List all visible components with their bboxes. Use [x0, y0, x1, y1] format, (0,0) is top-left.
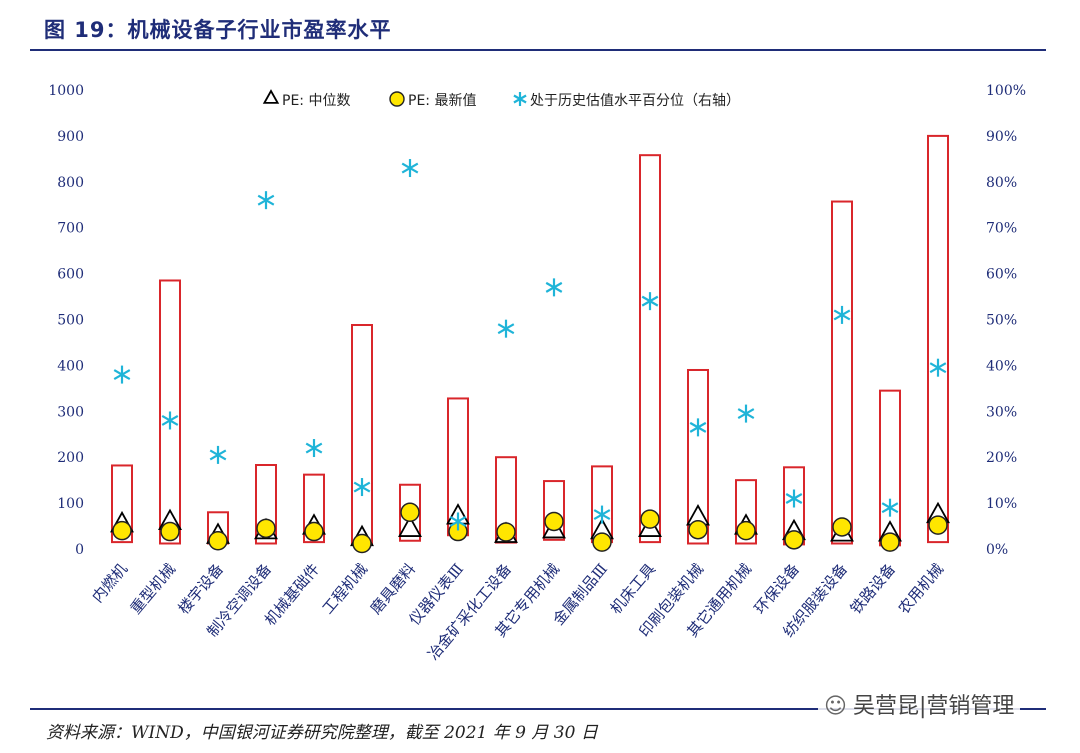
category-label: 重型机械	[127, 560, 179, 618]
percentile-marker	[209, 445, 227, 464]
range-bar	[303, 473, 325, 544]
latest-marker	[544, 511, 564, 532]
category-label: 铁路设备	[847, 560, 899, 618]
latest-marker	[112, 520, 132, 541]
latest-marker	[400, 502, 420, 523]
percentile-marker	[401, 159, 419, 178]
latest-marker	[640, 509, 660, 529]
legend-percentile-marker	[513, 92, 527, 106]
latest-marker	[496, 522, 516, 542]
left-tick-label: 0	[75, 542, 84, 558]
range-bar	[399, 483, 421, 542]
watermark: ☺ 吴营昆|营销管理	[818, 688, 1021, 720]
latest-marker	[160, 521, 180, 542]
left-tick-label: 500	[57, 313, 84, 329]
percentile-marker	[353, 478, 371, 497]
right-tick-label: 70%	[986, 221, 1017, 237]
pe-chart: 0 100 200 300 400 500 600 700 800 900 1000 0% 10% 20…	[48, 83, 1026, 664]
range-bar	[639, 154, 661, 544]
percentile-marker	[497, 319, 515, 338]
percentile-marker	[641, 292, 659, 311]
left-tick-label: 700	[57, 221, 84, 237]
legend: PE: 中位数 PE: 最新值 处于历史估值水平百分位（右轴）	[262, 89, 740, 109]
range-bar	[255, 464, 277, 545]
percentile-marker	[785, 489, 803, 508]
legend-latest-marker	[389, 91, 405, 107]
category-label: 冶金矿采化工设备	[424, 560, 515, 664]
right-tick-label: 90%	[986, 129, 1017, 145]
watermark-text: 吴营昆|营销管理	[852, 694, 1015, 719]
percentile-marker	[929, 358, 947, 377]
range-bar	[159, 279, 181, 545]
right-tick-label: 100%	[986, 83, 1026, 99]
percentile-marker	[881, 498, 899, 517]
range-bar	[543, 480, 565, 541]
range-bar	[687, 368, 709, 545]
left-tick-label: 100	[57, 496, 84, 512]
latest-marker	[208, 530, 228, 551]
range-bar	[111, 464, 133, 544]
left-tick-label: 200	[57, 450, 84, 466]
latest-marker	[304, 521, 324, 542]
right-tick-label: 30%	[986, 404, 1017, 420]
range-bar	[927, 134, 949, 544]
right-tick-label: 60%	[986, 267, 1017, 283]
percentile-marker	[449, 512, 467, 531]
left-tick-label: 1000	[48, 83, 84, 99]
right-tick-label: 80%	[986, 175, 1017, 191]
percentile-marker	[113, 365, 131, 384]
right-tick-label: 10%	[986, 496, 1017, 512]
latest-marker	[880, 532, 900, 552]
category-labels: 内燃机重型机械楼宇设备制冷空调设备机械基础件工程机械磨具磨料仪器仪表Ⅲ冶金矿采化…	[88, 560, 947, 664]
percentile-marker	[689, 418, 707, 437]
percentile-marker	[545, 278, 563, 297]
right-tick-label: 0%	[986, 542, 1008, 558]
right-axis-ticks: 0% 10% 20% 30% 40% 50% 60% 70% 80% 90% 100%	[986, 83, 1026, 558]
figure-title: 图 19：机械设备子行业市盈率水平	[44, 18, 392, 42]
category-label: 内燃机	[88, 560, 131, 606]
range-bars	[111, 134, 949, 547]
latest-marker	[592, 532, 612, 552]
median-marker	[398, 515, 422, 537]
latest-marker	[928, 515, 948, 535]
title-rule	[30, 49, 1046, 51]
percentile-marker	[737, 404, 755, 423]
legend-median-label: PE: 中位数	[282, 93, 350, 109]
wechat-icon: ☺	[824, 694, 847, 719]
percentile-marker	[593, 505, 611, 524]
range-bar	[831, 200, 853, 545]
left-tick-label: 400	[57, 358, 84, 374]
footer-rule	[30, 708, 1046, 710]
left-tick-label: 600	[57, 267, 84, 283]
legend-median-marker	[262, 89, 280, 104]
percentile-marker	[257, 191, 275, 210]
right-tick-label: 20%	[986, 450, 1017, 466]
left-tick-label: 900	[57, 129, 84, 145]
data-markers	[110, 159, 950, 554]
percentile-marker	[161, 411, 179, 430]
right-tick-label: 40%	[986, 358, 1017, 374]
legend-percentile-label: 处于历史估值水平百分位（右轴）	[530, 93, 740, 109]
left-tick-label: 800	[57, 175, 84, 191]
latest-marker	[832, 517, 852, 537]
category-label: 农用机械	[895, 560, 947, 618]
percentile-marker	[833, 305, 851, 324]
latest-marker	[784, 530, 804, 550]
range-bar	[735, 479, 757, 545]
category-label: 工程机械	[319, 560, 371, 618]
percentile-marker	[305, 439, 323, 458]
latest-marker	[256, 518, 276, 539]
range-bar	[351, 324, 373, 546]
latest-marker	[688, 519, 708, 540]
left-tick-label: 300	[57, 404, 84, 420]
left-axis-ticks: 0 100 200 300 400 500 600 700 800 900 1000	[48, 83, 84, 558]
legend-latest-label: PE: 最新值	[408, 93, 476, 109]
source-note: 资料来源：WIND，中国银河证券研究院整理，截至 2021 年 9 月 30 日	[46, 723, 598, 743]
latest-marker	[736, 520, 756, 541]
latest-marker	[352, 533, 372, 554]
right-tick-label: 50%	[986, 313, 1017, 329]
